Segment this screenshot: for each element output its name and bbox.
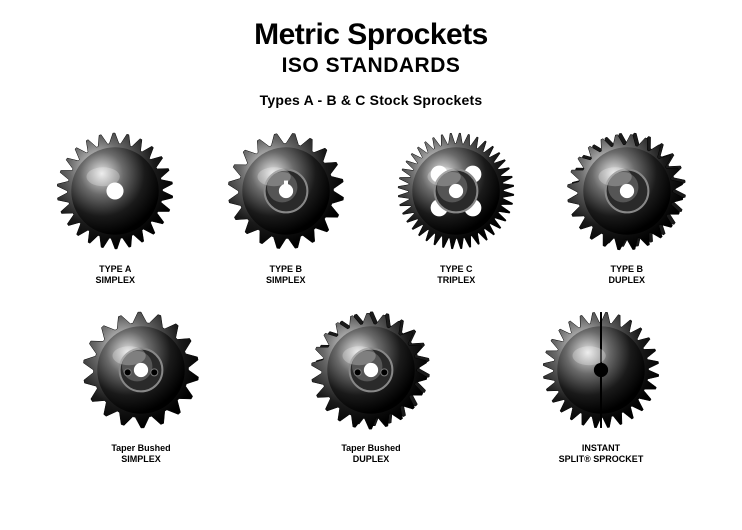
sprocket-label: TYPE B DUPLEX: [608, 264, 645, 287]
sprocket-label: TYPE B SIMPLEX: [266, 264, 306, 287]
sprocket-label: Taper Bushed SIMPLEX: [111, 443, 170, 466]
sprocket-icon: [221, 126, 351, 256]
sprocket-item: Taper Bushed SIMPLEX: [61, 305, 221, 466]
page-subhead: Types A - B & C Stock Sprockets: [30, 92, 712, 108]
page-title: Metric Sprockets: [30, 18, 712, 52]
sprocket-item: TYPE A SIMPLEX: [35, 126, 195, 287]
sprocket-icon: [50, 126, 180, 256]
sprocket-icon: [536, 305, 666, 435]
sprocket-label: Taper Bushed DUPLEX: [341, 443, 400, 466]
sprocket-item: TYPE B DUPLEX: [547, 126, 707, 287]
sprocket-icon: [306, 305, 436, 435]
sprocket-label: TYPE A SIMPLEX: [95, 264, 135, 287]
sprocket-item: Taper Bushed DUPLEX: [291, 305, 451, 466]
page-subtitle: ISO STANDARDS: [30, 54, 712, 78]
sprocket-icon: [391, 126, 521, 256]
sprocket-row-2: Taper Bushed SIMPLEX Taper Bushed DUPLEX I…: [30, 305, 712, 466]
sprocket-label: INSTANT SPLIT® SPROCKET: [559, 443, 644, 466]
sprocket-item: TYPE B SIMPLEX: [206, 126, 366, 287]
sprocket-label: TYPE C TRIPLEX: [437, 264, 475, 287]
sprocket-icon: [76, 305, 206, 435]
sprocket-item: INSTANT SPLIT® SPROCKET: [521, 305, 681, 466]
sprocket-row-1: TYPE A SIMPLEX TYPE B SIMPLEX TYPE C TRIPL…: [30, 126, 712, 287]
sprocket-icon: [562, 126, 692, 256]
sprocket-item: TYPE C TRIPLEX: [376, 126, 536, 287]
